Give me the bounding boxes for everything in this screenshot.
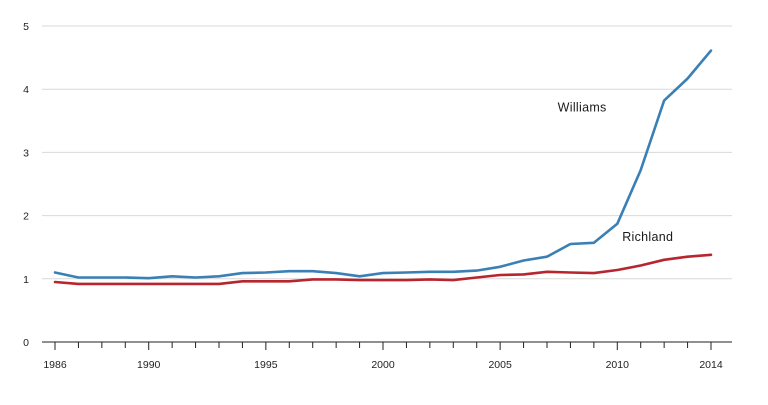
x-tick-label-2010: 2010 — [606, 359, 630, 371]
y-tick-label-4: 4 — [23, 84, 29, 96]
series-label-richland: Richland — [622, 230, 673, 244]
grid-lines — [42, 25, 732, 280]
series-label-williams: Williams — [558, 100, 607, 114]
y-tick-label-3: 3 — [23, 147, 29, 159]
series-lines — [53, 49, 713, 286]
series-line-williams — [53, 49, 713, 280]
x-tick-label-1986: 1986 — [43, 359, 67, 371]
x-tick-label-2014: 2014 — [699, 359, 723, 371]
x-tick-label-1990: 1990 — [137, 359, 161, 371]
y-axis-tick-labels: 0 1 2 3 4 5 — [23, 21, 29, 349]
y-tick-label-1: 1 — [23, 274, 29, 286]
x-axis — [42, 341, 732, 350]
y-tick-label-2: 2 — [23, 211, 29, 223]
series-labels: Williams Richland — [558, 100, 673, 244]
y-tick-label-0: 0 — [23, 337, 29, 349]
series-line-richland — [53, 253, 713, 286]
x-tick-label-1995: 1995 — [254, 359, 278, 371]
y-tick-label-5: 5 — [23, 21, 29, 33]
x-tick-label-2005: 2005 — [488, 359, 512, 371]
x-tick-label-2000: 2000 — [371, 359, 395, 371]
x-axis-tick-labels: 1986 1990 1995 2000 2005 2010 2014 — [43, 359, 723, 371]
